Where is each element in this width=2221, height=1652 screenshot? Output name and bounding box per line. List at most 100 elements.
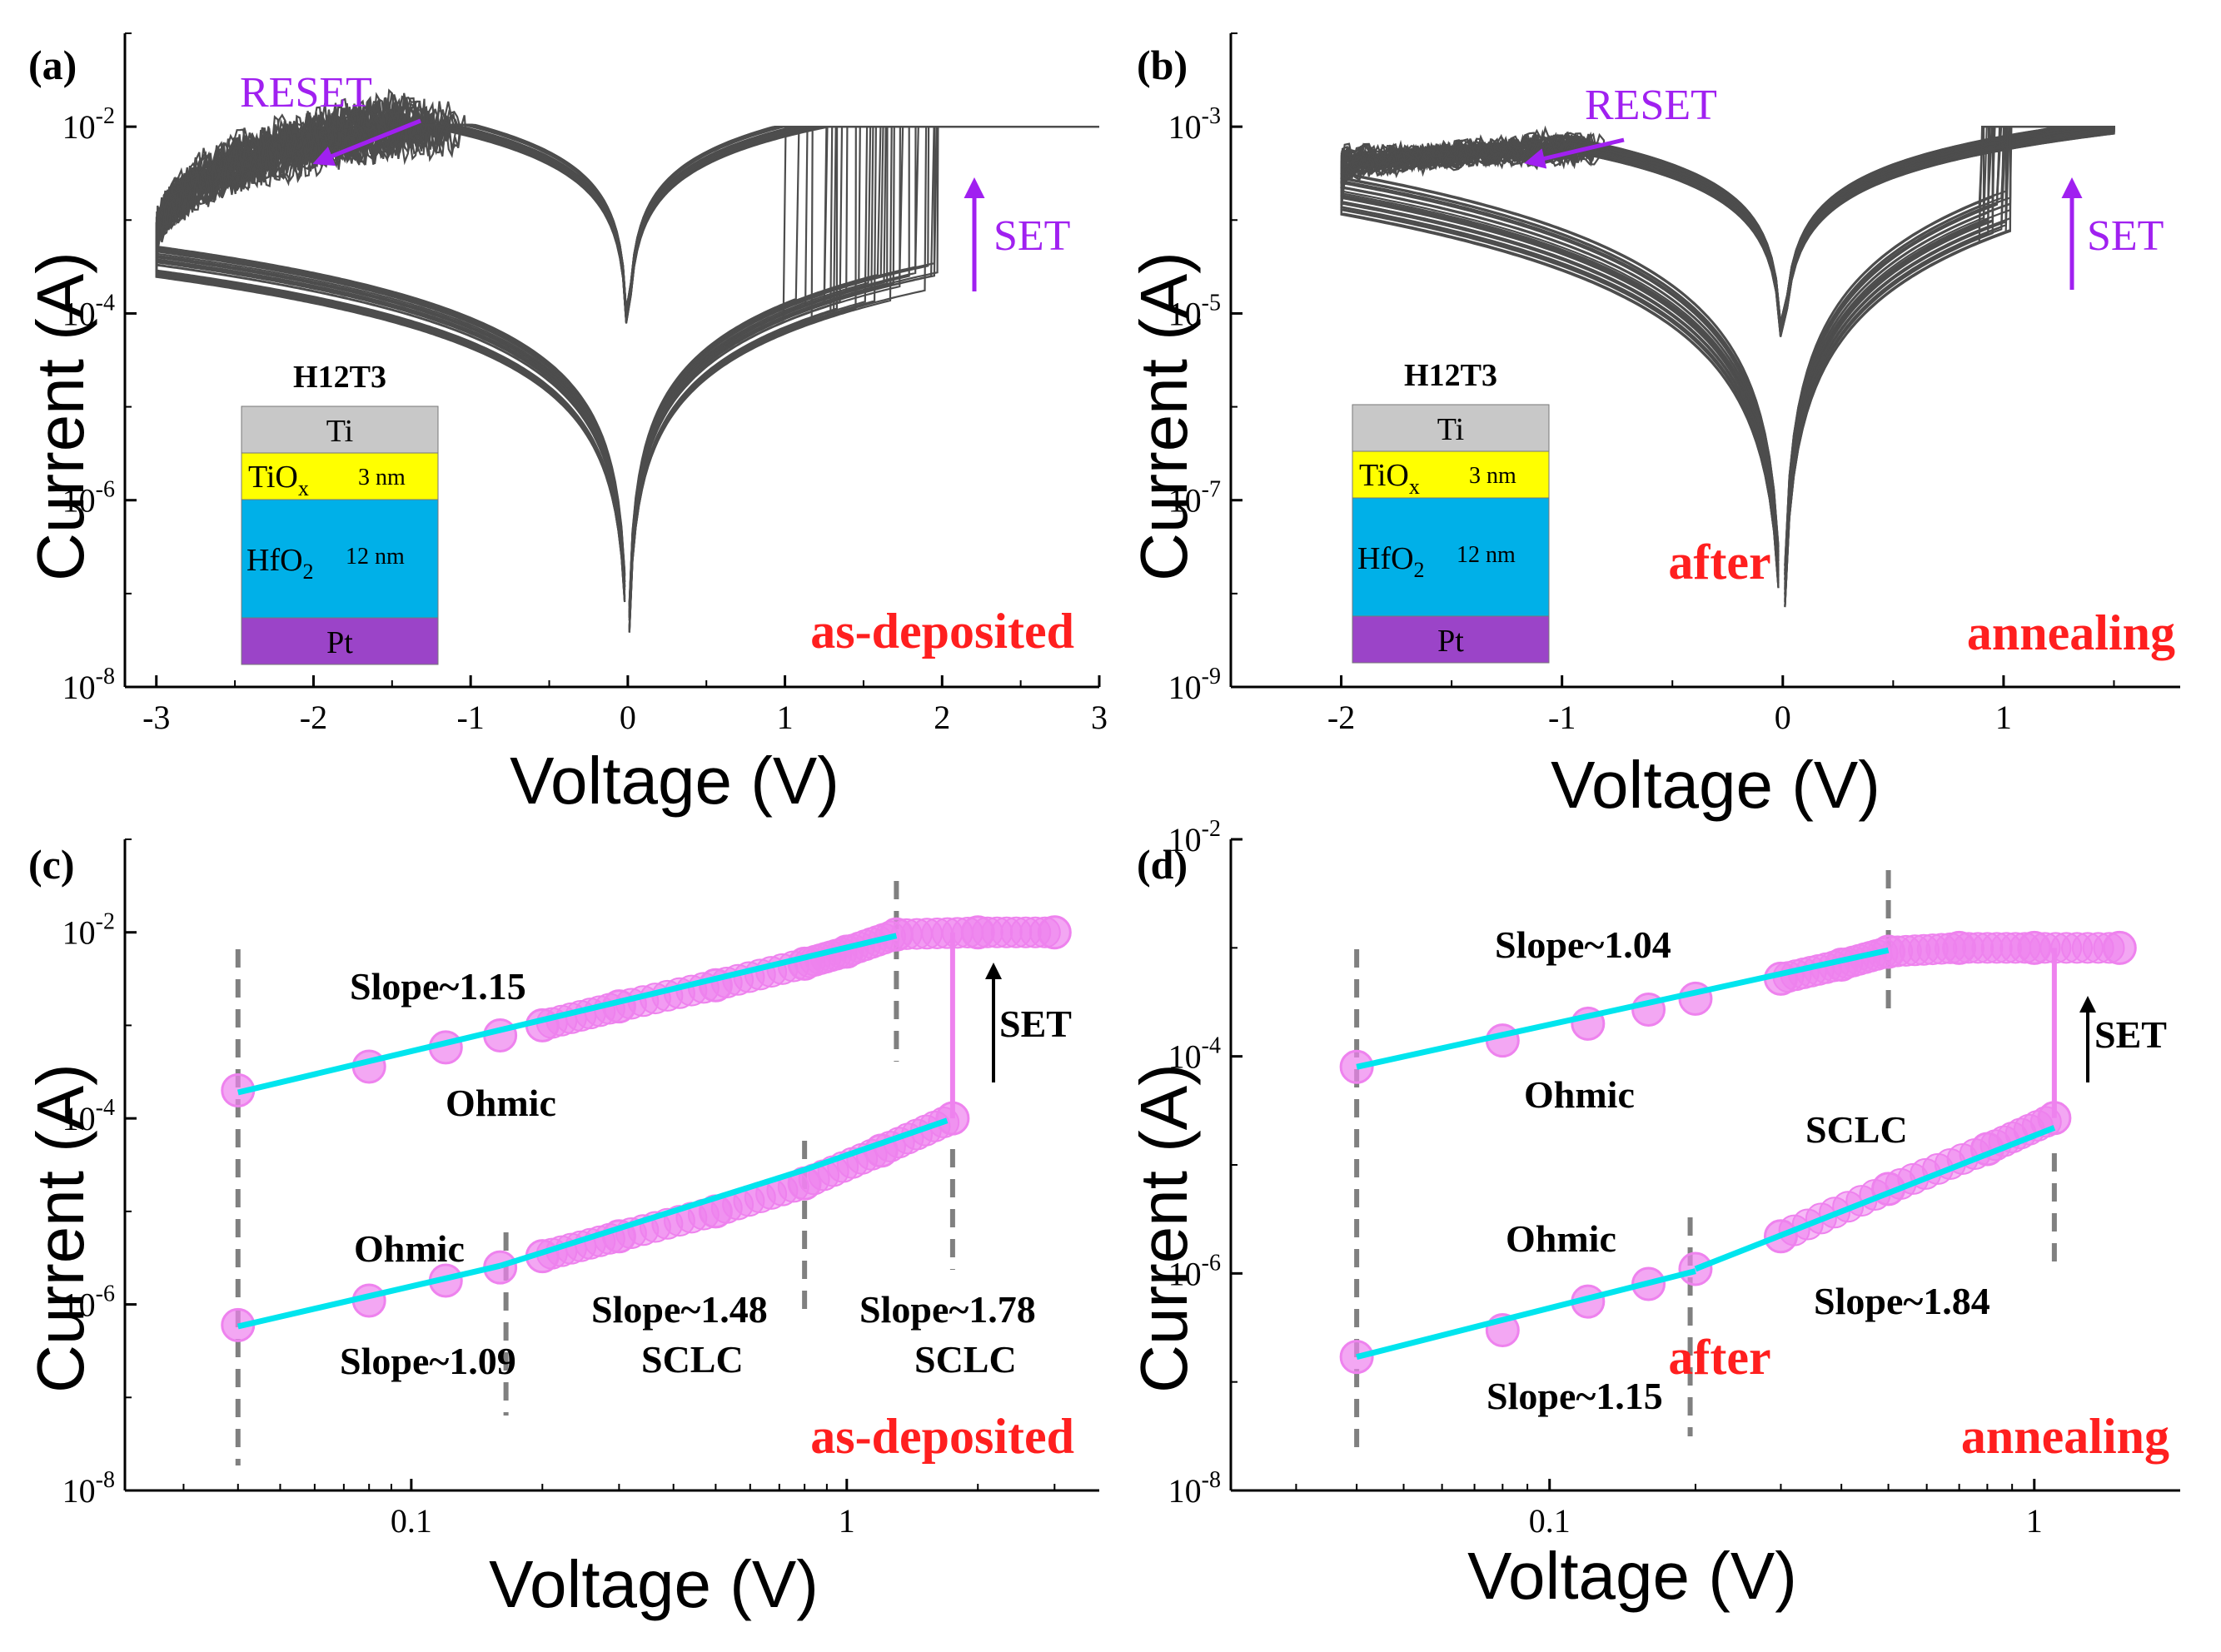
panel-b-iv-cycle bbox=[1340, 126, 2115, 575]
panel-a-y-tick-label: 10-8 bbox=[62, 664, 115, 706]
panel-c-fit-line bbox=[803, 1117, 949, 1173]
panel-b-x-tick-label: 1 bbox=[1995, 699, 2012, 736]
inset-a-hfo2-layer bbox=[241, 499, 439, 619]
inset-a-ti-layer bbox=[241, 406, 439, 454]
panel-b-state-label-1: after bbox=[1668, 535, 1770, 590]
panel-a-y-tick-label: 10-6 bbox=[62, 477, 115, 520]
panel-c-lrs-point bbox=[879, 917, 914, 952]
panel-c-x-tick-label: 0.1 bbox=[391, 1502, 432, 1540]
panel-b-axes: -2 -1 0 1 10-9 10-7 10-5 10-3 bbox=[1168, 32, 2180, 736]
panel-a-x-tick-label: 2 bbox=[934, 699, 950, 736]
inset-b-ti-label: Ti bbox=[1437, 412, 1464, 447]
panel-d-lrs-point bbox=[2102, 930, 2137, 965]
panel-d: (d) 0.1 1 10-8 10-6 10-4 10-2 Voltage (V) Cur… bbox=[1127, 816, 2180, 1613]
panel-d-state-label-1: after bbox=[1668, 1330, 1770, 1385]
panel-b-reset-label: RESET bbox=[1585, 82, 1717, 129]
panel-c-lrs-point bbox=[960, 915, 995, 950]
panel-a-inset: H12T3 Ti TiOx 3 nm HfO2 12 nm Pt bbox=[241, 360, 439, 665]
panel-a-axes: -3 -2 -1 0 1 2 3 10-8 10-6 10-4 10-2 bbox=[62, 32, 1108, 736]
panel-c-lrs-region: Ohmic bbox=[446, 1082, 556, 1124]
panel-c: (c) 0.1 1 10-8 10-6 10-4 10-2 Voltage (V) Cur… bbox=[23, 838, 1099, 1621]
panel-b-iv-cycle bbox=[1340, 126, 2115, 580]
panel-d-hrs-slope2: Slope~1.84 bbox=[1814, 1280, 1990, 1322]
panel-b-xlabel: Voltage (V) bbox=[1551, 748, 1880, 822]
panel-d-lrs-region: Ohmic bbox=[1524, 1073, 1635, 1116]
panel-d-hrs-region: Ohmic bbox=[1506, 1217, 1616, 1260]
panel-d-x-tick-label: 1 bbox=[2026, 1502, 2043, 1540]
panel-b-y-tick-label: 10-7 bbox=[1168, 477, 1221, 520]
panel-d-y-tick-label: 10-6 bbox=[1168, 1250, 1221, 1292]
panel-c-lrs-slope: Slope~1.15 bbox=[350, 965, 526, 1008]
panel-d-fit-line bbox=[1356, 1268, 1696, 1361]
panel-b-label: (b) bbox=[1137, 42, 1188, 88]
panel-c-hrs-slope3: Slope~1.78 bbox=[859, 1288, 1036, 1331]
panel-d-y-tick-label: 10-8 bbox=[1168, 1467, 1221, 1510]
panel-a-x-tick-label: 3 bbox=[1091, 699, 1108, 736]
inset-a-tiox-layer bbox=[241, 452, 439, 500]
panel-c-hrs-point bbox=[935, 1101, 970, 1136]
panel-d-fit-line bbox=[1694, 1125, 2056, 1272]
panel-b-ylabel: Current (A) bbox=[1127, 251, 1201, 581]
panel-a-state-label: as-deposited bbox=[810, 604, 1074, 659]
inset-b-ti-layer bbox=[1352, 404, 1550, 452]
panel-c-label: (c) bbox=[28, 841, 75, 888]
panel-d-lrs-slope: Slope~1.04 bbox=[1495, 923, 1671, 966]
panel-c-hrs-slope1: Slope~1.09 bbox=[340, 1340, 516, 1382]
inset-b-tiox-label: TiOx bbox=[1359, 458, 1420, 499]
panel-c-fit-line bbox=[499, 1167, 806, 1269]
inset-b-tiox-layer bbox=[1352, 450, 1550, 499]
panel-a-iv-cycle bbox=[155, 101, 1099, 631]
inset-b-hfo2-thickness: 12 nm bbox=[1457, 542, 1516, 568]
panel-a: (a) -3 -2 -1 0 1 2 3 10-8 10-6 10-4 10-2 Voltage (… bbox=[23, 32, 1108, 818]
inset-b-pt-label: Pt bbox=[1437, 624, 1464, 659]
panel-a-set-label: SET bbox=[993, 212, 1070, 260]
panel-d-ylabel: Current (A) bbox=[1127, 1063, 1201, 1393]
inset-b-title: H12T3 bbox=[1404, 358, 1497, 393]
panel-a-curves bbox=[155, 88, 1099, 633]
panel-c-axes: 0.1 1 10-8 10-6 10-4 10-2 bbox=[62, 838, 1099, 1540]
panel-b-inset: H12T3 Ti TiOx 3 nm HfO2 12 nm Pt bbox=[1352, 358, 1550, 664]
panel-d-lrs-point bbox=[2017, 930, 2052, 965]
panel-b-x-tick-label: -2 bbox=[1327, 699, 1355, 736]
panel-a-x-tick-label: 1 bbox=[777, 699, 794, 736]
inset-b-hfo2-label: HfO2 bbox=[1357, 541, 1425, 582]
panel-c-x-tick-label: 1 bbox=[839, 1502, 855, 1540]
inset-a-pt-layer bbox=[241, 617, 439, 665]
panel-a-x-tick-label: -1 bbox=[456, 699, 484, 736]
panel-a-reset-label: RESET bbox=[240, 69, 372, 117]
panel-b-x-tick-label: -1 bbox=[1548, 699, 1576, 736]
panel-b-state-label-2: annealing bbox=[1967, 605, 2175, 660]
inset-a-title: H12T3 bbox=[293, 360, 386, 395]
inset-a-hfo2-thickness: 12 nm bbox=[346, 544, 405, 570]
inset-b-tiox-thickness: 3 nm bbox=[1469, 463, 1516, 489]
panel-d-lrs-point bbox=[1485, 1023, 1520, 1058]
panel-c-state-label: as-deposited bbox=[810, 1409, 1074, 1464]
panel-a-label: (a) bbox=[28, 42, 77, 88]
panel-c-ylabel: Current (A) bbox=[23, 1063, 97, 1393]
panel-d-plot bbox=[1339, 870, 2137, 1449]
panel-c-y-tick-label: 10-2 bbox=[62, 909, 115, 952]
panel-a-y-tick-label: 10-4 bbox=[62, 290, 115, 332]
panel-b-y-tick-label: 10-5 bbox=[1168, 290, 1221, 332]
panel-c-xlabel: Voltage (V) bbox=[489, 1547, 819, 1621]
panel-d-hrs-point bbox=[2037, 1101, 2072, 1136]
panel-c-hrs-region2: SCLC bbox=[641, 1338, 744, 1381]
panel-d-hrs-region2: SCLC bbox=[1805, 1108, 1908, 1151]
inset-b-hfo2-layer bbox=[1352, 497, 1550, 617]
panel-c-fit-line bbox=[237, 933, 898, 1096]
panel-d-fit-line bbox=[1356, 947, 1890, 1070]
panel-b-iv-cycle bbox=[1340, 126, 2114, 591]
panel-a-x-tick-label: -3 bbox=[142, 699, 170, 736]
panel-b-iv-cycle bbox=[1340, 126, 2115, 585]
panel-d-set-label: SET bbox=[2094, 1013, 2167, 1056]
panel-c-hrs-slope2: Slope~1.48 bbox=[591, 1288, 768, 1331]
panel-a-x-tick-label: 0 bbox=[620, 699, 636, 736]
panel-c-y-tick-label: 10-6 bbox=[62, 1281, 115, 1324]
panel-a-reset-arrow bbox=[312, 118, 421, 167]
inset-a-tiox-thickness: 3 nm bbox=[358, 465, 406, 490]
panel-b-reset-arrow bbox=[1524, 137, 1625, 169]
panel-a-iv-cycle bbox=[155, 111, 1099, 613]
inset-a-pt-label: Pt bbox=[326, 625, 353, 660]
inset-b-pt-layer bbox=[1352, 615, 1550, 664]
panel-c-fit-line bbox=[237, 1262, 501, 1330]
